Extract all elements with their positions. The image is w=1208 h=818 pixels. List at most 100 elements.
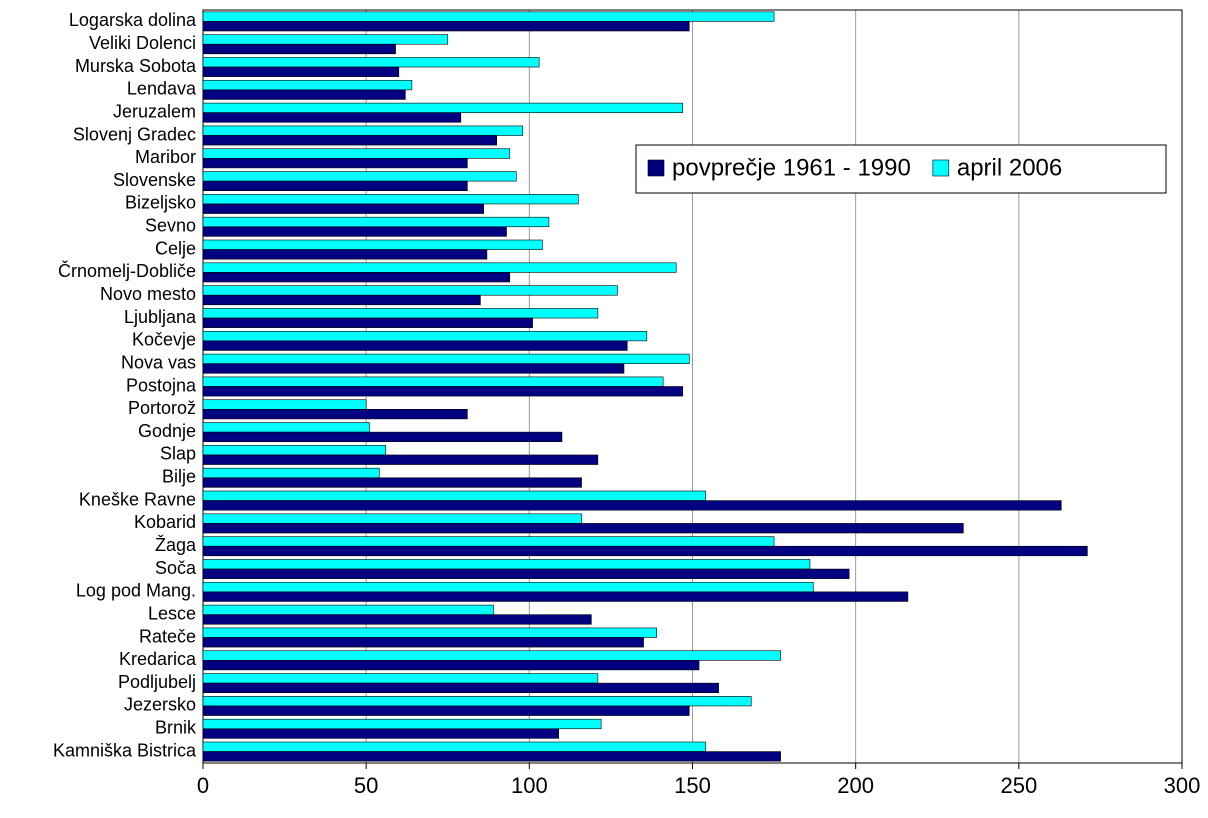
x-tick-label: 100 <box>511 773 548 798</box>
category-label: Portorož <box>128 398 196 418</box>
bar <box>202 363 625 374</box>
category-label: Godnje <box>138 421 196 441</box>
bar <box>202 66 400 77</box>
category-label: Črnomelj-Dobliče <box>58 260 196 281</box>
category-label: Brnik <box>155 718 197 738</box>
bar <box>202 399 367 410</box>
category-label: Slovenske <box>113 170 196 190</box>
bar <box>202 523 964 534</box>
bar <box>202 158 468 169</box>
x-tick-label: 300 <box>1164 773 1201 798</box>
category-label: Žaga <box>155 535 197 555</box>
category-label: Postojna <box>126 375 197 395</box>
bar <box>202 249 488 260</box>
category-label: Slovenj Gradec <box>73 124 196 144</box>
category-label: Rateče <box>139 626 196 646</box>
category-label: Celje <box>155 238 196 258</box>
category-label: Sevno <box>145 216 196 236</box>
bar <box>202 705 690 716</box>
legend-box <box>635 144 1167 194</box>
bar <box>202 171 517 182</box>
bar <box>202 102 684 113</box>
bar <box>202 591 909 602</box>
x-tick-label: 200 <box>837 773 874 798</box>
category-label: Jeruzalem <box>113 101 196 121</box>
bar <box>202 239 543 250</box>
bar <box>202 536 775 547</box>
bar <box>202 285 618 296</box>
bar <box>202 568 850 579</box>
legend-swatch <box>647 159 665 177</box>
bar <box>202 614 592 625</box>
bar <box>202 21 690 32</box>
bar <box>202 353 690 364</box>
bar <box>202 660 700 671</box>
legend-label: april 2006 <box>957 154 1062 181</box>
bar <box>202 431 563 443</box>
bar <box>202 79 413 91</box>
category-label: Novo mesto <box>100 284 196 304</box>
category-label: Logarska dolina <box>69 10 197 30</box>
bar <box>202 682 719 694</box>
category-label: Jezersko <box>124 695 196 715</box>
bar <box>202 34 449 45</box>
bar <box>202 194 579 205</box>
bar <box>202 559 811 570</box>
category-label: Kočevje <box>132 330 196 350</box>
category-label: Lendava <box>127 79 197 99</box>
bar <box>202 43 396 55</box>
bar <box>202 728 560 739</box>
bar <box>202 330 648 342</box>
bar <box>202 490 706 501</box>
bar <box>202 317 533 328</box>
category-label: Nova vas <box>121 352 196 372</box>
bar <box>202 376 664 387</box>
category-label: Log pod Mang. <box>76 581 196 601</box>
bar <box>202 454 599 465</box>
bar <box>202 477 582 488</box>
bar <box>202 125 524 136</box>
bar <box>202 500 1062 511</box>
x-tick-label: 50 <box>354 773 378 798</box>
bar <box>202 262 677 273</box>
bar <box>202 445 387 456</box>
x-tick-label: 150 <box>674 773 711 798</box>
bar <box>202 545 1088 557</box>
bar <box>202 203 484 214</box>
category-label: Podljubelj <box>118 672 196 692</box>
x-tick-label: 0 <box>197 773 209 798</box>
category-label: Soča <box>155 558 197 578</box>
bar <box>202 467 380 479</box>
category-label: Lesce <box>148 603 196 623</box>
category-label: Kobarid <box>134 512 196 532</box>
category-label: Ljubljana <box>124 307 197 327</box>
category-label: Kneške Ravne <box>79 489 196 509</box>
bar <box>202 581 814 593</box>
bar <box>202 718 602 730</box>
category-label: Slap <box>160 444 196 464</box>
bar <box>202 11 775 22</box>
bar <box>202 57 540 68</box>
bar <box>202 294 481 306</box>
bar <box>202 604 494 615</box>
bar <box>202 741 706 752</box>
bar <box>202 272 511 283</box>
bar <box>202 308 599 319</box>
legend-label: povprečje 1961 - 1990 <box>672 154 911 181</box>
bar <box>202 216 550 228</box>
bar <box>202 112 462 123</box>
category-label: Veliki Dolenci <box>89 33 196 53</box>
bar <box>202 696 752 707</box>
bar <box>202 340 628 351</box>
category-label: Kamniška Bistrica <box>53 740 197 760</box>
category-label: Kredarica <box>119 649 197 669</box>
category-label: Murska Sobota <box>75 56 197 76</box>
bar <box>202 386 684 397</box>
legend-swatch <box>932 159 950 177</box>
category-label: Maribor <box>135 147 196 167</box>
bar <box>202 409 468 420</box>
bar <box>202 513 582 524</box>
bar <box>202 89 406 100</box>
